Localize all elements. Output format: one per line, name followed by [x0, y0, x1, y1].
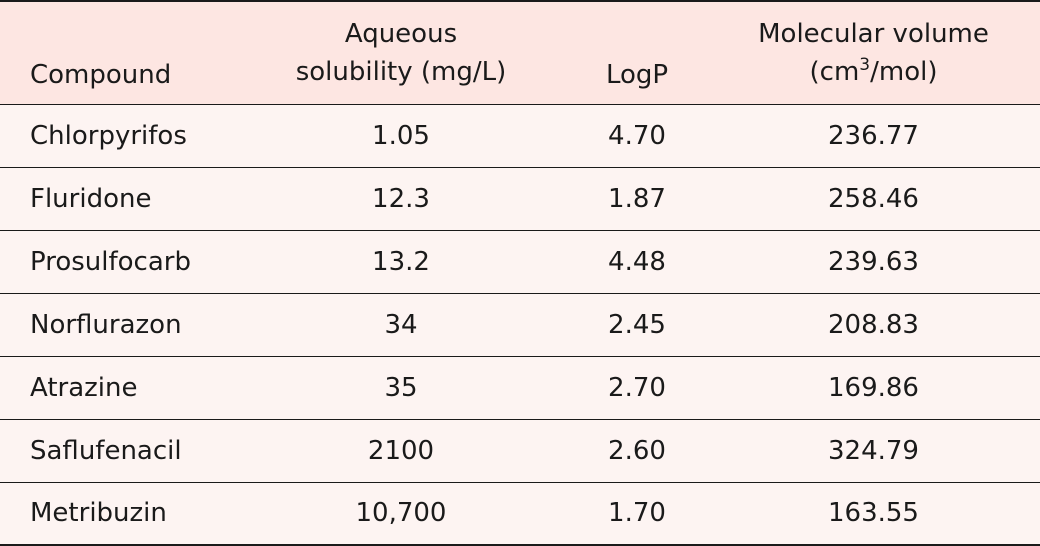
cell-logp: 1.70	[567, 482, 707, 546]
cell-solubility: 13.2	[235, 230, 567, 294]
header-volume-line1: Molecular volume	[758, 18, 989, 49]
cell-compound: Fluridone	[0, 167, 235, 231]
cell-logp: 4.70	[567, 104, 707, 168]
cell-compound: Prosulfocarb	[0, 230, 235, 294]
cell-logp: 4.48	[567, 230, 707, 294]
header-volume: Molecular volume (cm3/mol)	[707, 0, 1040, 105]
header-solubility: Aqueous solubility (mg/L)	[235, 0, 567, 105]
cell-compound: Saflufenacil	[0, 419, 235, 483]
cell-compound: Norflurazon	[0, 293, 235, 357]
cell-logp: 2.60	[567, 419, 707, 483]
cell-volume: 208.83	[707, 293, 1040, 357]
cell-solubility: 10,700	[235, 482, 567, 546]
cell-compound: Atrazine	[0, 356, 235, 420]
cell-solubility: 35	[235, 356, 567, 420]
cell-volume: 169.86	[707, 356, 1040, 420]
volume-unit-prefix: (cm	[809, 56, 860, 87]
cell-volume: 163.55	[707, 482, 1040, 546]
cell-compound: Metribuzin	[0, 482, 235, 546]
volume-unit-suffix: /mol)	[870, 56, 938, 87]
cell-volume: 236.77	[707, 104, 1040, 168]
cell-logp: 2.70	[567, 356, 707, 420]
cell-volume: 239.63	[707, 230, 1040, 294]
table-header: Compound Aqueous solubility (mg/L) LogP …	[0, 0, 1040, 105]
table-row: Prosulfocarb 13.2 4.48 239.63	[0, 230, 1040, 294]
header-volume-unit: (cm3/mol)	[707, 53, 1040, 91]
header-logp: LogP	[567, 0, 707, 105]
cell-solubility: 12.3	[235, 167, 567, 231]
cell-solubility: 2100	[235, 419, 567, 483]
header-solubility-line2: solubility (mg/L)	[295, 56, 507, 87]
table-row: Norflurazon 34 2.45 208.83	[0, 293, 1040, 357]
cell-compound: Chlorpyrifos	[0, 104, 235, 168]
volume-unit-superscript: 3	[859, 54, 871, 75]
cell-solubility: 1.05	[235, 104, 567, 168]
table-row: Metribuzin 10,700 1.70 163.55	[0, 482, 1040, 546]
table-row: Fluridone 12.3 1.87 258.46	[0, 167, 1040, 231]
table-row: Saflufenacil 2100 2.60 324.79	[0, 419, 1040, 483]
cell-logp: 2.45	[567, 293, 707, 357]
table-body: Chlorpyrifos 1.05 4.70 236.77 Fluridone …	[0, 104, 1040, 546]
header-compound: Compound	[0, 0, 235, 105]
cell-logp: 1.87	[567, 167, 707, 231]
header-row: Compound Aqueous solubility (mg/L) LogP …	[0, 0, 1040, 105]
cell-volume: 324.79	[707, 419, 1040, 483]
header-solubility-line1: Aqueous	[344, 18, 458, 49]
table-row: Chlorpyrifos 1.05 4.70 236.77	[0, 104, 1040, 168]
table-row: Atrazine 35 2.70 169.86	[0, 356, 1040, 420]
cell-volume: 258.46	[707, 167, 1040, 231]
cell-solubility: 34	[235, 293, 567, 357]
